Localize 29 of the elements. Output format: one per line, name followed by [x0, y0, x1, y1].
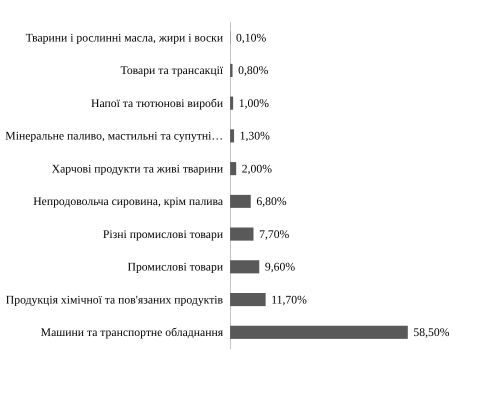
data-label: 0,10%: [236, 31, 266, 44]
data-label: 6,80%: [256, 195, 287, 208]
data-label: 11,70%: [271, 293, 308, 306]
bar: [230, 162, 236, 176]
y-tick-label: Тварини і рослинні масла, жири і воски: [26, 31, 224, 44]
bar: [230, 64, 233, 77]
y-tick-label: Непродовольча сировина, крім палива: [33, 195, 224, 208]
y-tick-label: Мінеральне паливо, мастильні та супутні…: [5, 130, 224, 143]
bar: [230, 228, 254, 241]
y-tick-label: Продукція хімічної та пов'язаних продуктів: [6, 293, 224, 306]
y-tick-label: Харчові продукти та живі тварини: [52, 162, 224, 176]
y-tick-label: Машини та транспортне обладнання: [40, 326, 224, 340]
bar: [230, 129, 234, 142]
data-label: 1,00%: [238, 96, 270, 110]
bar: [230, 194, 251, 208]
data-label: 2,00%: [242, 162, 272, 176]
bar: [230, 326, 408, 339]
bar: [230, 260, 260, 274]
y-tick-label: Товари та трансакції: [120, 64, 224, 78]
data-label: 9,60%: [264, 260, 296, 274]
bar: [230, 293, 266, 306]
data-label: 7,70%: [259, 228, 290, 241]
data-label: 58,50%: [413, 326, 450, 340]
bar: [230, 96, 234, 110]
data-label: 0,80%: [238, 64, 269, 78]
y-tick-label: Різні промислові товари: [102, 228, 224, 241]
y-tick-label: Напої та тютюнові вироби: [91, 96, 224, 110]
y-tick-label: Промислові товари: [128, 260, 224, 274]
data-label: 1,30%: [240, 130, 270, 143]
